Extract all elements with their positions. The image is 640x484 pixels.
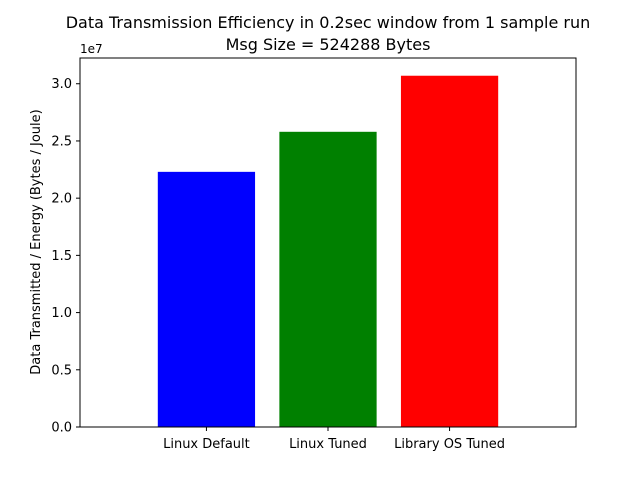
- bar-2: [400, 75, 499, 427]
- bars-group: [157, 75, 499, 428]
- y-tick-label-2: 1.0: [51, 306, 72, 321]
- y-tick-label-1: 0.5: [51, 363, 72, 378]
- y-tick-label-4: 2.0: [51, 192, 72, 207]
- bar-0: [157, 171, 256, 427]
- y-axis-offset-label: 1e7: [80, 42, 103, 56]
- axes-frame: [79, 57, 577, 428]
- y-tick-label-5: 2.5: [51, 134, 72, 149]
- bar-1: [279, 131, 377, 428]
- chart-title: Data Transmission Efficiency in 0.2sec w…: [66, 13, 591, 32]
- y-axis-label: Data Transmitted / Energy (Bytes / Joule…: [29, 109, 44, 374]
- x-tick-label-0: Linux Default: [163, 437, 250, 452]
- x-ticks-group: Linux Default Linux Tuned Library OS Tuned: [163, 427, 505, 452]
- y-ticks-group: 0.0 0.5 1.0 1.5 2.0 2.5 3.0: [51, 77, 80, 436]
- chart-subtitle: Msg Size = 524288 Bytes: [226, 35, 431, 54]
- y-tick-label-6: 3.0: [51, 77, 72, 92]
- x-tick-label-2: Library OS Tuned: [394, 437, 505, 452]
- y-tick-label-3: 1.5: [51, 249, 72, 264]
- y-tick-label-0: 0.0: [51, 421, 72, 436]
- x-tick-label-1: Linux Tuned: [289, 437, 367, 452]
